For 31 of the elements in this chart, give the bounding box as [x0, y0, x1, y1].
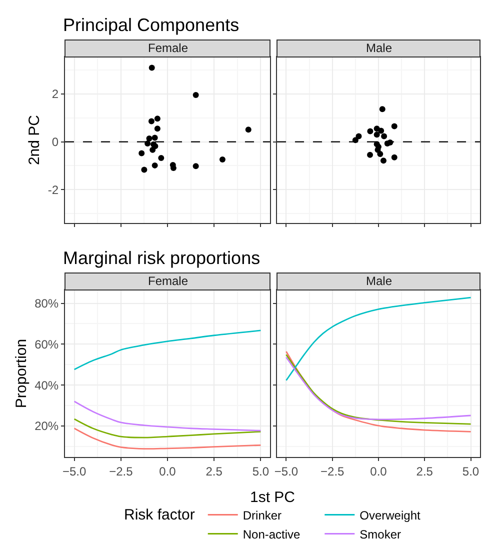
x-tick-label: 5.0	[252, 464, 270, 478]
y-axis-title: Proportion	[12, 338, 30, 408]
y-tick-label: 0	[52, 134, 59, 149]
chart-subtitle: Male	[366, 274, 392, 288]
chart-subtitle: Male	[366, 41, 392, 55]
x-tick-label: 2.5	[206, 464, 223, 478]
y-tick-label: -2	[48, 182, 59, 197]
x-tick-label: 0.0	[370, 464, 388, 478]
x-axis-title: 1st PC	[250, 489, 296, 506]
chart-subtitle: Female	[148, 41, 188, 55]
x-tick-label: 0.0	[159, 464, 176, 478]
y-tick-label: 40%	[34, 378, 59, 392]
x-tick-label: −2.5	[109, 464, 134, 478]
legend-label: Smoker	[360, 527, 401, 542]
chart-title: Marginal risk proportions	[63, 248, 260, 268]
y-tick-label: 2	[52, 87, 59, 102]
x-tick-label: −5.0	[274, 464, 298, 478]
legend-label: Overweight	[360, 508, 421, 522]
y-tick-label: 20%	[34, 419, 59, 434]
y-tick-label: 80%	[34, 296, 59, 310]
x-tick-label: −5.0	[62, 464, 86, 478]
chart-title: Principal Components	[63, 15, 240, 35]
chart-subtitle: Female	[148, 274, 188, 288]
x-tick-label: 2.5	[416, 464, 434, 478]
y-tick-label: 60%	[34, 337, 59, 352]
x-tick-label: 5.0	[462, 464, 480, 478]
legend-label: Drinker	[242, 508, 282, 522]
x-tick-label: −2.5	[320, 464, 345, 478]
legend-label: Non-active	[242, 527, 301, 542]
y-axis-title: 2nd PC	[26, 114, 44, 166]
legend-title: Risk factor	[124, 506, 195, 524]
